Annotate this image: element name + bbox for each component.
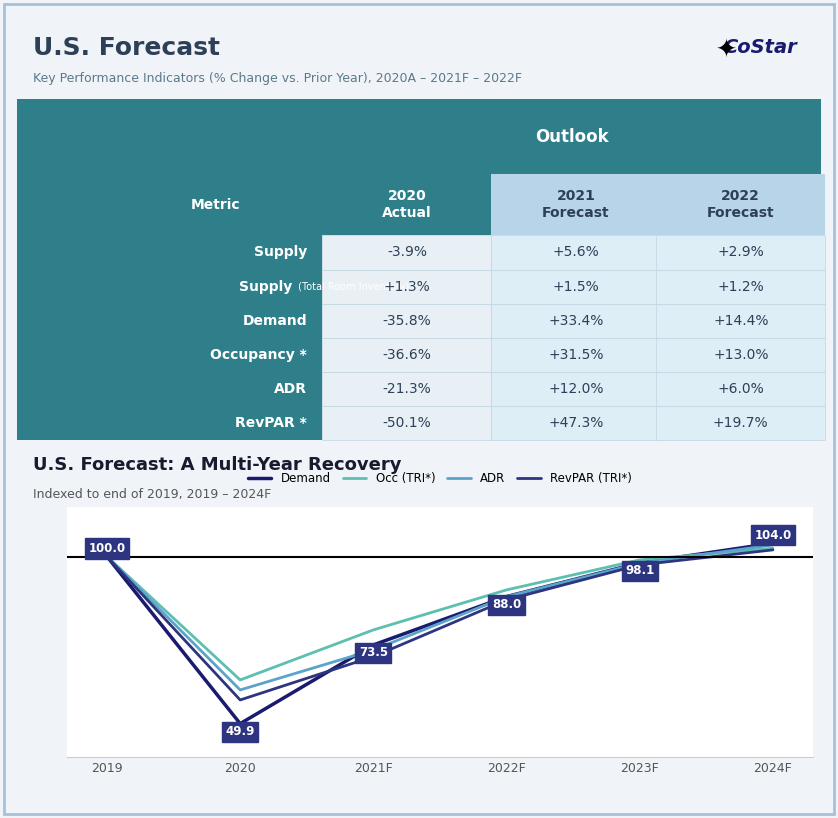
FancyBboxPatch shape xyxy=(323,406,491,440)
Text: +12.0%: +12.0% xyxy=(548,382,603,396)
Text: +19.7%: +19.7% xyxy=(713,416,768,430)
Text: -36.6%: -36.6% xyxy=(382,348,432,362)
FancyBboxPatch shape xyxy=(491,372,660,406)
FancyBboxPatch shape xyxy=(17,372,323,406)
Text: RevPAR *: RevPAR * xyxy=(235,416,308,430)
Text: Supply: Supply xyxy=(254,245,308,259)
FancyBboxPatch shape xyxy=(17,236,323,269)
FancyBboxPatch shape xyxy=(17,406,323,440)
Text: U.S. Forecast: U.S. Forecast xyxy=(33,36,220,60)
Text: +1.3%: +1.3% xyxy=(384,280,430,294)
Text: CoStar: CoStar xyxy=(723,38,797,57)
FancyBboxPatch shape xyxy=(491,406,660,440)
Text: Outlook: Outlook xyxy=(535,128,608,146)
Text: Indexed to end of 2019, 2019 – 2024F: Indexed to end of 2019, 2019 – 2024F xyxy=(33,488,272,501)
Text: +2.9%: +2.9% xyxy=(717,245,764,259)
Text: 49.9: 49.9 xyxy=(225,725,255,738)
FancyBboxPatch shape xyxy=(323,372,491,406)
FancyBboxPatch shape xyxy=(17,174,323,236)
FancyBboxPatch shape xyxy=(323,174,491,236)
Text: 104.0: 104.0 xyxy=(754,528,792,542)
FancyBboxPatch shape xyxy=(17,269,323,303)
FancyBboxPatch shape xyxy=(17,99,821,174)
Text: 2021
Forecast: 2021 Forecast xyxy=(542,189,610,220)
FancyBboxPatch shape xyxy=(491,269,660,303)
FancyBboxPatch shape xyxy=(323,236,491,269)
Text: -35.8%: -35.8% xyxy=(383,313,432,328)
FancyBboxPatch shape xyxy=(656,269,825,303)
Text: +33.4%: +33.4% xyxy=(548,313,603,328)
Text: Key Performance Indicators (% Change vs. Prior Year), 2020A – 2021F – 2022F: Key Performance Indicators (% Change vs.… xyxy=(33,72,522,85)
Text: -21.3%: -21.3% xyxy=(383,382,432,396)
Text: Supply: Supply xyxy=(239,280,292,294)
Text: +6.0%: +6.0% xyxy=(717,382,764,396)
Text: 100.0: 100.0 xyxy=(89,542,126,555)
FancyBboxPatch shape xyxy=(323,338,491,372)
Text: +1.5%: +1.5% xyxy=(552,280,599,294)
Text: -3.9%: -3.9% xyxy=(387,245,427,259)
FancyBboxPatch shape xyxy=(491,303,660,338)
Text: Occupancy *: Occupancy * xyxy=(210,348,308,362)
Text: +14.4%: +14.4% xyxy=(713,313,768,328)
FancyBboxPatch shape xyxy=(656,303,825,338)
Text: 88.0: 88.0 xyxy=(492,598,521,611)
FancyBboxPatch shape xyxy=(491,338,660,372)
Text: +31.5%: +31.5% xyxy=(548,348,603,362)
Text: 2022
Forecast: 2022 Forecast xyxy=(707,189,774,220)
FancyBboxPatch shape xyxy=(656,406,825,440)
Text: Demand: Demand xyxy=(242,313,308,328)
FancyBboxPatch shape xyxy=(656,236,825,269)
Text: 73.5: 73.5 xyxy=(359,646,388,659)
Text: +5.6%: +5.6% xyxy=(552,245,599,259)
FancyBboxPatch shape xyxy=(491,174,660,236)
Text: ✦: ✦ xyxy=(716,38,737,62)
Legend: Demand, Occ (TRI*), ADR, RevPAR (TRI*): Demand, Occ (TRI*), ADR, RevPAR (TRI*) xyxy=(243,467,637,490)
FancyBboxPatch shape xyxy=(323,303,491,338)
Text: (Total Room Inventory) *: (Total Room Inventory) * xyxy=(295,281,417,291)
FancyBboxPatch shape xyxy=(17,338,323,372)
FancyBboxPatch shape xyxy=(656,174,825,236)
FancyBboxPatch shape xyxy=(656,338,825,372)
Text: 98.1: 98.1 xyxy=(625,564,654,578)
Text: +1.2%: +1.2% xyxy=(717,280,764,294)
FancyBboxPatch shape xyxy=(656,372,825,406)
Text: 2020
Actual: 2020 Actual xyxy=(382,189,432,220)
Text: Metric: Metric xyxy=(191,198,241,212)
FancyBboxPatch shape xyxy=(323,269,491,303)
FancyBboxPatch shape xyxy=(491,236,660,269)
FancyBboxPatch shape xyxy=(17,303,323,338)
Text: -50.1%: -50.1% xyxy=(383,416,432,430)
Text: ADR: ADR xyxy=(274,382,308,396)
Text: +47.3%: +47.3% xyxy=(548,416,603,430)
Text: +13.0%: +13.0% xyxy=(713,348,768,362)
Text: U.S. Forecast: A Multi-Year Recovery: U.S. Forecast: A Multi-Year Recovery xyxy=(33,456,401,474)
